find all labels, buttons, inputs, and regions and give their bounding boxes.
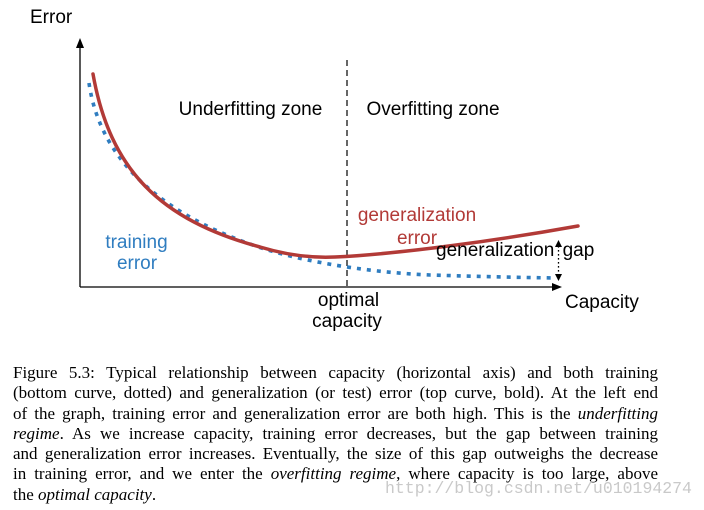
generalization-error-label-line2: error — [397, 228, 438, 249]
caption-text: the — [13, 484, 39, 504]
training-error-curve — [87, 82, 557, 280]
caption-emphasis: regime — [13, 423, 60, 443]
optimal-capacity-label-line2: capacity — [312, 311, 382, 332]
y-axis-arrowhead — [76, 38, 84, 48]
generalization-gap-arrow — [555, 240, 562, 281]
plot-area: Error Capacity Underfitting zone Overfit… — [30, 7, 639, 332]
gap-arrow-up-head — [555, 240, 562, 247]
training-error-label-line2: error — [117, 253, 158, 274]
x-axis-arrowhead — [552, 283, 562, 291]
caption-text: , where capacity is too large, above — [396, 464, 658, 484]
caption-line: in training error, and we enter the over… — [13, 464, 658, 484]
generalization-error-label-line1: generalization — [358, 205, 476, 226]
caption-text: and generalization error increases. Even… — [13, 444, 658, 464]
caption-line: (bottom curve, dotted) and generalizatio… — [13, 383, 658, 403]
caption-text: . As we increase capacity, training erro… — [59, 423, 658, 443]
caption-emphasis: overfitting regime — [270, 464, 397, 484]
caption-line: of the graph, training error and general… — [13, 404, 658, 424]
training-error-label-line1: training — [105, 232, 167, 253]
overfitting-zone-label: Overfitting zone — [366, 99, 499, 120]
generalization-error-curve — [91, 72, 580, 259]
caption-emphasis: underfitting — [577, 403, 658, 423]
caption-line: regime. As we increase capacity, trainin… — [13, 424, 658, 444]
caption-line: Figure 5.3: Typical relationship between… — [13, 363, 658, 383]
caption-emphasis: optimal capacity — [38, 484, 152, 504]
caption-line: the optimal capacity. — [13, 485, 658, 505]
x-axis-label: Capacity — [565, 292, 639, 313]
caption-text: of the graph, training error and general… — [13, 403, 578, 423]
optimal-capacity-label-line1: optimal — [318, 290, 379, 311]
figure-caption: Figure 5.3: Typical relationship between… — [13, 363, 658, 505]
caption-text: in training error, and we enter the — [13, 464, 271, 484]
generalization-gap-label: generalization gap — [436, 240, 594, 261]
caption-text: Figure 5.3: Typical relationship between… — [13, 363, 658, 382]
caption-line: and generalization error increases. Even… — [13, 444, 658, 464]
watermark: http://blog.csdn.net/u010194274 — [385, 479, 692, 498]
y-axis-label: Error — [30, 7, 73, 28]
underfitting-zone-label: Underfitting zone — [179, 99, 323, 120]
caption-text: (bottom curve, dotted) and generalizatio… — [13, 383, 658, 403]
caption-text: . — [151, 484, 157, 504]
gap-arrow-down-head — [555, 274, 562, 281]
